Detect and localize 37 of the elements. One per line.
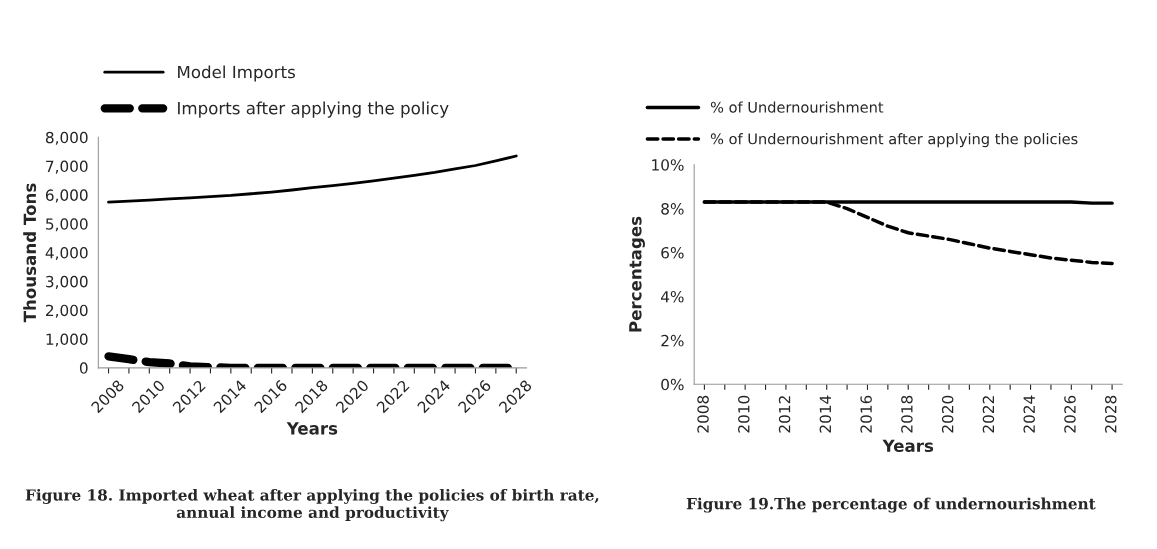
x-tick-label: 2018 [901,395,913,433]
y-tick-label: 10% [652,159,684,171]
x-tick-label: 2012 [778,396,791,433]
y-tick-label: 6% [661,247,684,259]
x-tick-label: 2022 [982,396,995,433]
y-tick-label: 0% [661,378,684,391]
y-tick-label: 1,000 [46,333,88,347]
legend-label: Imports after applying the policy [178,101,449,118]
y-tick-label: 6,000 [45,189,88,203]
caption: Figure 19.The percentage of undernourishment [686,497,1096,513]
line-series [107,154,518,204]
legend-label: Model Imports [178,65,295,82]
x-tick-label: 2024 [1023,395,1035,433]
y-tick-label: 5,000 [46,218,88,232]
y-tick-label: 0 [79,362,88,374]
y-tick-label: 8,000 [45,131,88,145]
y-tick-label: 3,000 [46,275,88,289]
x-tick-label: 2010 [738,395,750,433]
y-tick-label: 7,000 [46,160,88,174]
y-axis-title: Thousand Tons [23,183,37,323]
legend-label: % of Undernourishment after applying the policies [710,133,1078,148]
y-tick-label: 4,000 [45,247,88,261]
x-tick-label: 2014 [819,395,832,433]
y-tick-label: 8% [661,203,684,215]
x-tick-label: 2008 [697,395,709,433]
y-tick-label: 2,000 [46,304,88,318]
x-tick-label: 2026 [1064,395,1076,433]
x-tick-label: 2028 [1104,395,1117,433]
caption: Figure 18. Imported wheat after applying the policies of birth rate, annual income and productivity [25,488,599,522]
x-axis-title: Years [882,439,934,453]
y-axis-title: Percentages [629,216,645,332]
y-tick-label: 4% [660,290,684,303]
x-axis-title: Years [286,422,338,435]
x-tick-label: 2020 [941,395,954,433]
x-tick-label: 2016 [860,395,872,433]
y-tick-label: 2% [661,334,684,347]
legend-label: % of Undernourishment [710,101,884,113]
